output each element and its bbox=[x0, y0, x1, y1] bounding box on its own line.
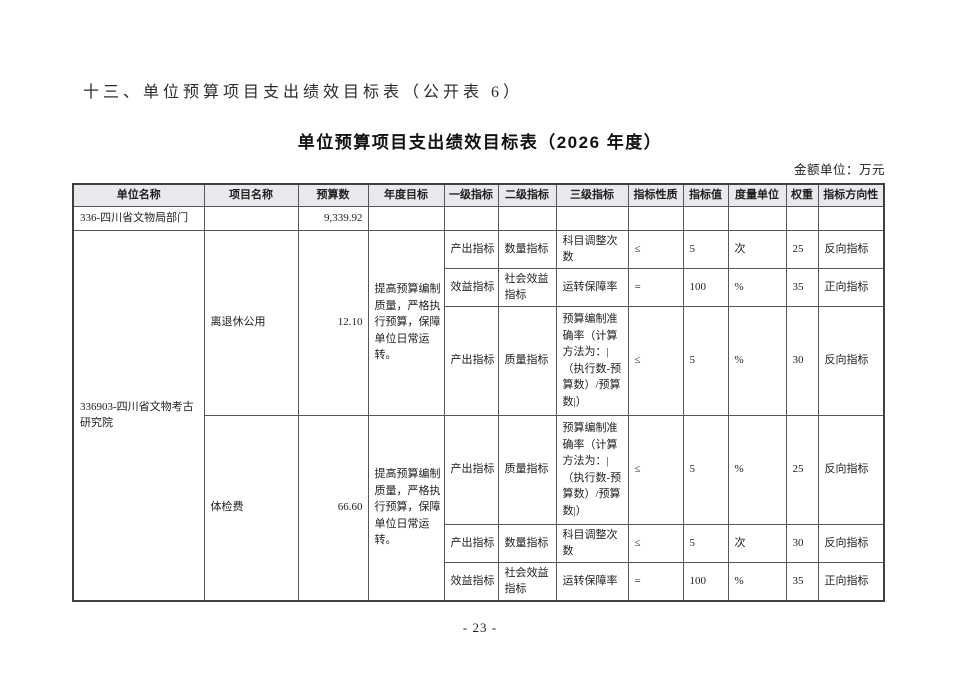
level2-cell: 质量指标 bbox=[497, 414, 557, 525]
header-unit: 度量单位 bbox=[727, 183, 787, 207]
level2-cell: 质量指标 bbox=[497, 305, 557, 416]
weight-cell: 30 bbox=[785, 305, 819, 416]
direction-cell: 反向指标 bbox=[817, 305, 885, 416]
indicator-row: 产出指标 数量指标 科目调整次数 ≤ 5 次 30 反向指标 bbox=[73, 523, 885, 563]
weight-cell: 35 bbox=[785, 561, 819, 601]
direction-cell: 反向指标 bbox=[817, 229, 885, 269]
direction-cell: 正向指标 bbox=[817, 561, 885, 601]
project-name-cell: 离退休公用 bbox=[203, 229, 299, 416]
header-project-name: 项目名称 bbox=[203, 183, 299, 207]
indicator-row: 产出指标 质量指标 预算编制准确率（计算方法为：|（执行数-预算数）/预算数|）… bbox=[73, 305, 885, 416]
empty-cell bbox=[443, 205, 499, 231]
nature-cell: ≤ bbox=[627, 229, 684, 269]
header-nature: 指标性质 bbox=[627, 183, 684, 207]
header-annual-goal: 年度目标 bbox=[367, 183, 445, 207]
level3-cell: 科目调整次数 bbox=[555, 523, 629, 563]
unit-cell: % bbox=[727, 305, 787, 416]
section-title: 十三、单位预算项目支出绩效目标表（公开表 6） bbox=[83, 84, 524, 101]
header-direction: 指标方向性 bbox=[817, 183, 885, 207]
summary-unit-name-cell: 336-四川省文物局部门 bbox=[72, 205, 205, 231]
level2-cell: 数量指标 bbox=[497, 229, 557, 269]
nature-cell: ≤ bbox=[627, 414, 684, 525]
empty-cell bbox=[682, 205, 729, 231]
annual-goal-cell: 提高预算编制质量，严格执行预算，保障单位日常运转。 bbox=[367, 414, 445, 601]
table-header-row: 单位名称 项目名称 预算数 年度目标 一级指标 二级指标 三级指标 指标性质 指… bbox=[72, 183, 885, 207]
detail-unit-name-cell: 336903-四川省文物考古研究院 bbox=[72, 229, 205, 601]
empty-cell bbox=[555, 205, 629, 231]
nature-cell: ≤ bbox=[627, 305, 684, 416]
nature-cell: = bbox=[627, 561, 684, 601]
level3-cell: 科目调整次数 bbox=[555, 229, 629, 269]
direction-cell: 反向指标 bbox=[817, 523, 885, 563]
unit-cell: 次 bbox=[727, 523, 787, 563]
empty-cell bbox=[627, 205, 684, 231]
level1-cell: 产出指标 bbox=[443, 523, 499, 563]
level3-cell: 运转保障率 bbox=[555, 267, 629, 307]
level2-cell: 数量指标 bbox=[497, 523, 557, 563]
value-cell: 5 bbox=[682, 229, 729, 269]
level3-cell: 预算编制准确率（计算方法为：|（执行数-预算数）/预算数|） bbox=[555, 414, 629, 525]
header-value: 指标值 bbox=[682, 183, 729, 207]
header-level2: 二级指标 bbox=[497, 183, 557, 207]
weight-cell: 25 bbox=[785, 229, 819, 269]
empty-cell bbox=[497, 205, 557, 231]
level3-cell: 运转保障率 bbox=[555, 561, 629, 601]
value-cell: 100 bbox=[682, 561, 729, 601]
header-unit-name: 单位名称 bbox=[72, 183, 205, 207]
weight-cell: 35 bbox=[785, 267, 819, 307]
value-cell: 5 bbox=[682, 523, 729, 563]
indicator-row: 336903-四川省文物考古研究院 离退休公用 12.10 提高预算编制质量，严… bbox=[72, 229, 885, 601]
page-number: - 23 - bbox=[462, 620, 498, 635]
value-cell: 5 bbox=[682, 305, 729, 416]
unit-cell: % bbox=[727, 414, 787, 525]
indicator-row: 效益指标 社会效益指标 运转保障率 = 100 % 35 正向指标 bbox=[73, 267, 885, 307]
summary-row: 336-四川省文物局部门 9,339.92 bbox=[72, 205, 885, 231]
amount-unit-note: 金额单位：万元 bbox=[793, 163, 885, 177]
unit-cell: % bbox=[727, 561, 787, 601]
project-budget-cell: 12.10 bbox=[297, 229, 369, 416]
empty-cell bbox=[367, 205, 445, 231]
level1-cell: 产出指标 bbox=[443, 229, 499, 269]
level3-cell: 预算编制准确率（计算方法为：|（执行数-预算数）/预算数|） bbox=[555, 305, 629, 416]
nature-cell: ≤ bbox=[627, 523, 684, 563]
empty-cell bbox=[203, 205, 299, 231]
level2-cell: 社会效益指标 bbox=[497, 561, 557, 601]
unit-cell: 次 bbox=[727, 229, 787, 269]
annual-goal-cell: 提高预算编制质量，严格执行预算，保障单位日常运转。 bbox=[367, 229, 445, 416]
weight-cell: 30 bbox=[785, 523, 819, 563]
nature-cell: = bbox=[627, 267, 684, 307]
unit-cell: % bbox=[727, 267, 787, 307]
weight-cell: 25 bbox=[785, 414, 819, 525]
direction-cell: 正向指标 bbox=[817, 267, 885, 307]
level2-cell: 社会效益指标 bbox=[497, 267, 557, 307]
value-cell: 100 bbox=[682, 267, 729, 307]
performance-target-table: 单位名称 项目名称 预算数 年度目标 一级指标 二级指标 三级指标 指标性质 指… bbox=[72, 183, 885, 602]
header-level1: 一级指标 bbox=[443, 183, 499, 207]
summary-budget-cell: 9,339.92 bbox=[297, 205, 369, 231]
project-budget-cell: 66.60 bbox=[297, 414, 369, 601]
direction-cell: 反向指标 bbox=[817, 414, 885, 525]
value-cell: 5 bbox=[682, 414, 729, 525]
level1-cell: 效益指标 bbox=[443, 561, 499, 601]
header-level3: 三级指标 bbox=[555, 183, 629, 207]
empty-cell bbox=[727, 205, 787, 231]
header-weight: 权重 bbox=[785, 183, 819, 207]
project-name-cell: 体检费 bbox=[203, 414, 299, 601]
header-budget: 预算数 bbox=[297, 183, 369, 207]
level1-cell: 产出指标 bbox=[443, 414, 499, 525]
indicator-row: 效益指标 社会效益指标 运转保障率 = 100 % 35 正向指标 bbox=[73, 561, 885, 601]
level1-cell: 效益指标 bbox=[443, 267, 499, 307]
table-title: 单位预算项目支出绩效目标表（2026 年度） bbox=[297, 133, 663, 152]
level1-cell: 产出指标 bbox=[443, 305, 499, 416]
empty-cell bbox=[785, 205, 819, 231]
empty-cell bbox=[817, 205, 885, 231]
